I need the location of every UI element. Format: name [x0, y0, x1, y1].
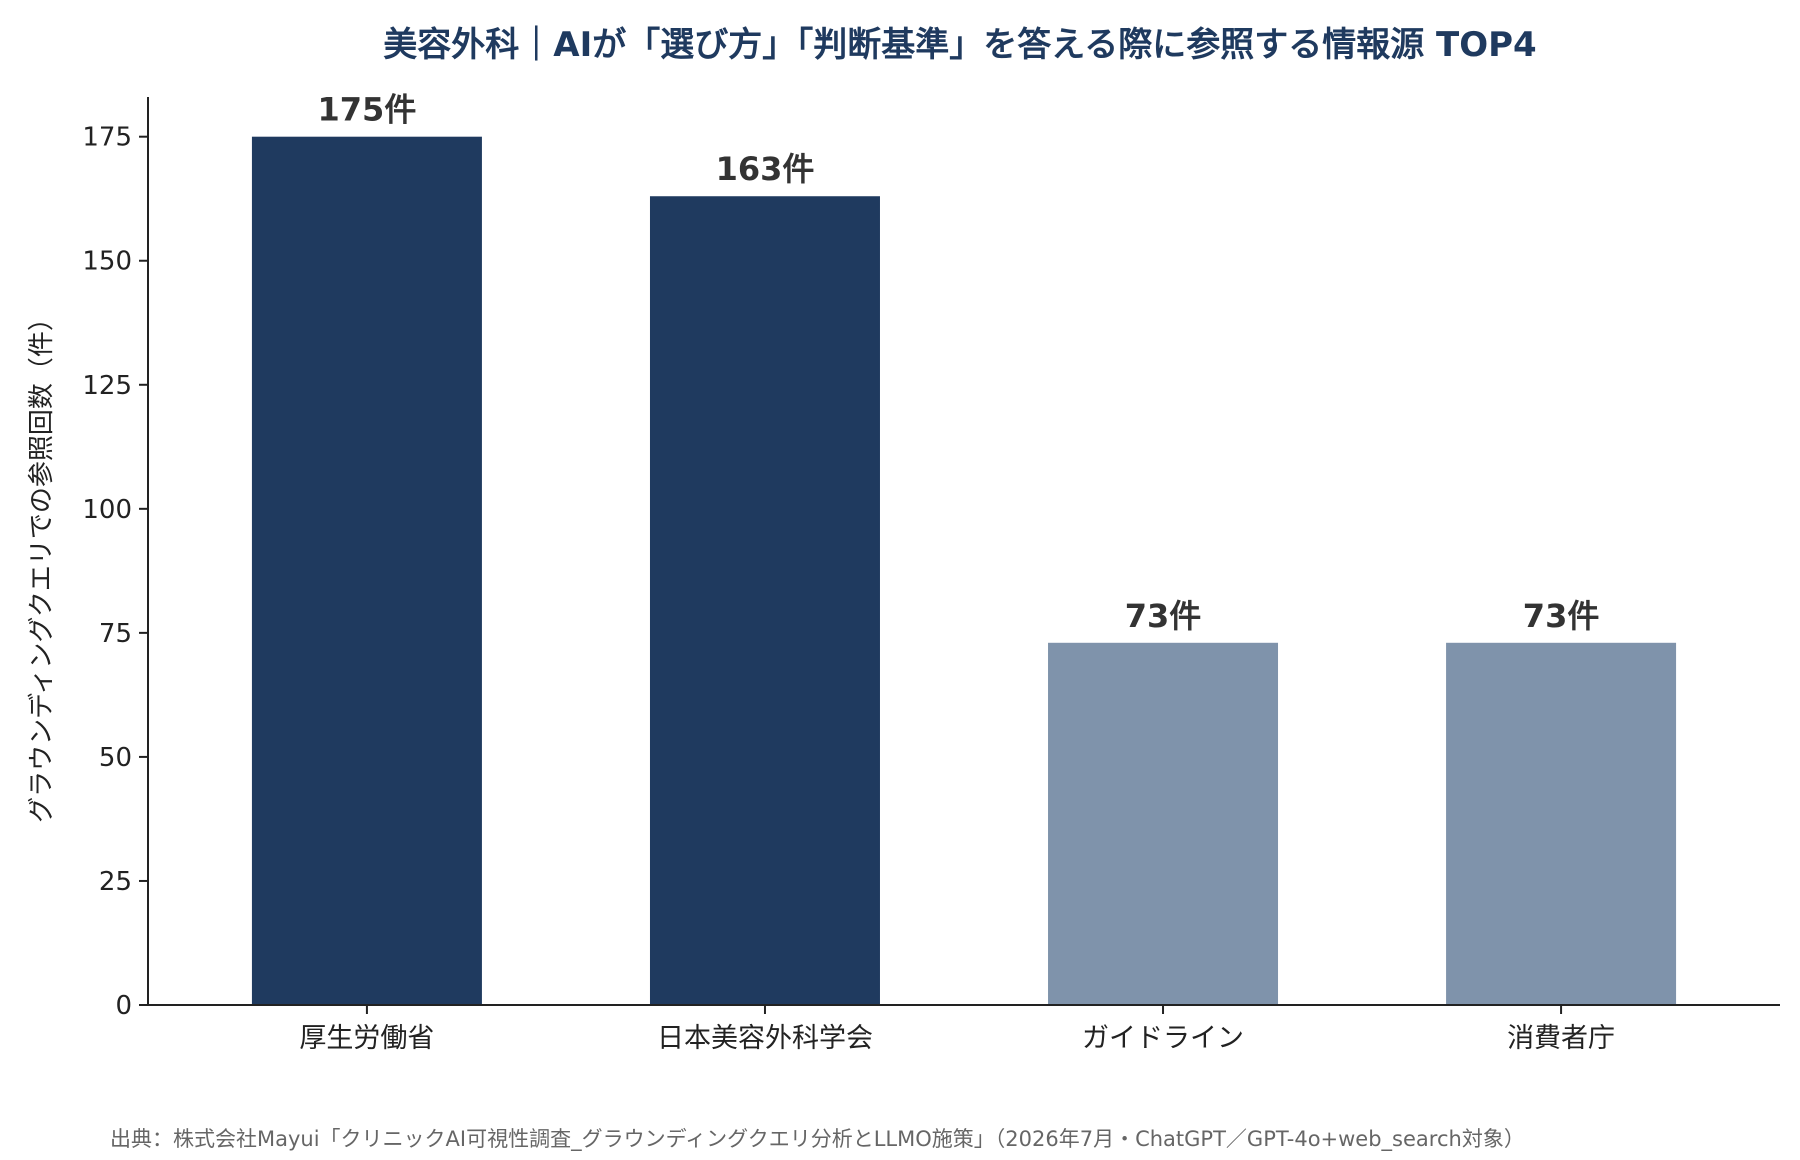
y-tick-label: 25: [99, 867, 132, 897]
x-category-label: ガイドライン: [1082, 1023, 1244, 1054]
x-axis-categories: 厚生労働省 日本美容外科学会 ガイドライン 消費者庁: [299, 1005, 1615, 1054]
y-axis-label: グラウンディングクエリでの参照回数（件）: [27, 305, 57, 823]
y-axis-ticks: 0 25 50 75 100 125 150 175: [82, 123, 148, 1021]
bar-value-label: 175件: [318, 91, 417, 129]
bar-value-label: 163件: [716, 150, 815, 188]
x-category-label: 厚生労働省: [299, 1023, 434, 1054]
y-tick-label: 100: [82, 495, 132, 525]
x-category-label: 消費者庁: [1507, 1023, 1615, 1054]
chart-title: 美容外科｜AIが「選び方」「判断基準」を答える際に参照する情報源 TOP4: [383, 25, 1536, 65]
y-tick-label: 150: [82, 247, 132, 277]
bars: [251, 136, 1677, 1006]
bar: [1446, 642, 1677, 1005]
y-tick-label: 0: [115, 991, 132, 1021]
source-note: 出典：株式会社Mayui「クリニックAI可視性調査_グラウンディングクエリ分析と…: [110, 1127, 1525, 1152]
x-category-label: 日本美容外科学会: [657, 1023, 873, 1054]
data-labels: 175件 163件 73件 73件: [318, 91, 1600, 635]
bar-value-label: 73件: [1523, 597, 1600, 635]
y-tick-label: 50: [99, 743, 132, 773]
bar: [649, 196, 880, 1005]
y-tick-label: 125: [82, 371, 132, 401]
bar-value-label: 73件: [1125, 597, 1202, 635]
y-tick-label: 75: [99, 619, 132, 649]
bar: [1048, 642, 1279, 1005]
bar: [251, 136, 482, 1006]
y-tick-label: 175: [82, 123, 132, 153]
